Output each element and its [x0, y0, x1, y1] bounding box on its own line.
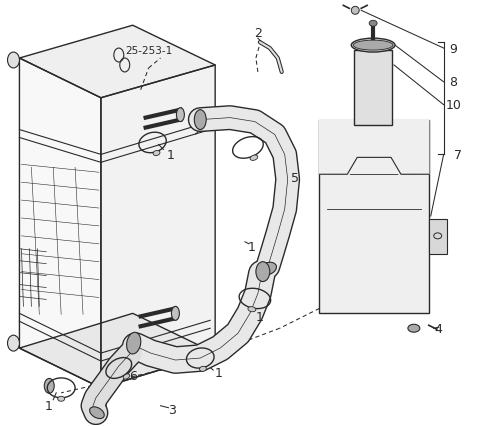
Text: 1: 1	[167, 149, 174, 161]
Ellipse shape	[153, 151, 160, 156]
Ellipse shape	[97, 385, 111, 395]
Ellipse shape	[90, 407, 104, 419]
Ellipse shape	[171, 307, 180, 320]
Ellipse shape	[369, 21, 377, 27]
Polygon shape	[20, 26, 215, 98]
FancyBboxPatch shape	[429, 219, 447, 254]
Ellipse shape	[353, 41, 393, 51]
Text: 9: 9	[450, 43, 457, 55]
Ellipse shape	[44, 379, 54, 393]
Text: 7: 7	[454, 149, 462, 161]
Text: 5: 5	[291, 171, 299, 184]
Text: 1: 1	[256, 310, 264, 323]
Ellipse shape	[8, 335, 20, 351]
Ellipse shape	[250, 155, 258, 161]
Text: 1: 1	[44, 399, 52, 412]
Ellipse shape	[351, 39, 395, 53]
Ellipse shape	[408, 325, 420, 332]
Ellipse shape	[259, 263, 276, 275]
Ellipse shape	[256, 262, 270, 282]
Ellipse shape	[177, 109, 184, 122]
Text: 10: 10	[445, 99, 462, 112]
FancyBboxPatch shape	[354, 51, 392, 125]
Ellipse shape	[194, 110, 206, 130]
Ellipse shape	[8, 53, 20, 69]
Text: 8: 8	[450, 76, 457, 89]
Polygon shape	[320, 120, 429, 175]
Ellipse shape	[123, 374, 130, 379]
Ellipse shape	[248, 307, 256, 312]
Text: 6: 6	[129, 370, 137, 383]
Ellipse shape	[351, 7, 359, 15]
Polygon shape	[101, 66, 215, 388]
Text: 1: 1	[214, 367, 222, 380]
Text: 4: 4	[435, 322, 443, 335]
Ellipse shape	[58, 396, 65, 401]
FancyBboxPatch shape	[320, 120, 429, 314]
Ellipse shape	[127, 333, 141, 354]
Text: 2: 2	[254, 26, 262, 40]
Text: 25-253-1: 25-253-1	[125, 46, 172, 56]
Polygon shape	[20, 314, 215, 388]
Polygon shape	[20, 59, 101, 388]
Ellipse shape	[200, 366, 206, 371]
Text: 3: 3	[168, 403, 176, 416]
Text: 1: 1	[248, 241, 256, 253]
